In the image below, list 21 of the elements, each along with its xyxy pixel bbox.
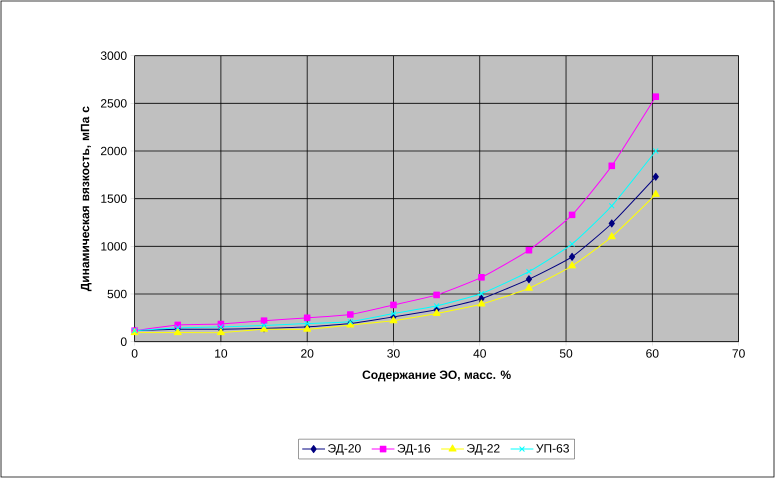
x-tick-label: 30 bbox=[387, 349, 400, 358]
y-tick-label: 3000 bbox=[100, 51, 127, 60]
x-tick-label: 70 bbox=[732, 349, 745, 358]
legend-label: ЭД-16 bbox=[398, 444, 430, 455]
legend-label: ЭД-20 bbox=[328, 444, 361, 455]
y-tick-label: 500 bbox=[108, 290, 127, 298]
x-tick-label: 50 bbox=[560, 349, 572, 358]
x-tick-label: 0 bbox=[132, 349, 138, 358]
x-tick-label: 10 bbox=[215, 349, 228, 358]
x-axis-title: Содержание ЭО, масс. % bbox=[362, 370, 511, 382]
y-tick-label: 2000 bbox=[100, 146, 127, 156]
x-tick-label: 60 bbox=[646, 349, 659, 358]
y-axis-title: Динамическая вязкость, мПа с bbox=[80, 106, 92, 292]
x-tick-label: 20 bbox=[301, 349, 314, 358]
legend-label: УП-63 bbox=[536, 444, 569, 453]
y-tick-label: 2500 bbox=[100, 99, 127, 108]
y-tick-label: 1000 bbox=[101, 242, 127, 251]
y-tick-label: 0 bbox=[120, 337, 127, 346]
y-tick-label: 1500 bbox=[101, 194, 127, 203]
x-tick-label: 40 bbox=[473, 349, 486, 358]
legend-label: ЭД-22 bbox=[467, 444, 500, 455]
